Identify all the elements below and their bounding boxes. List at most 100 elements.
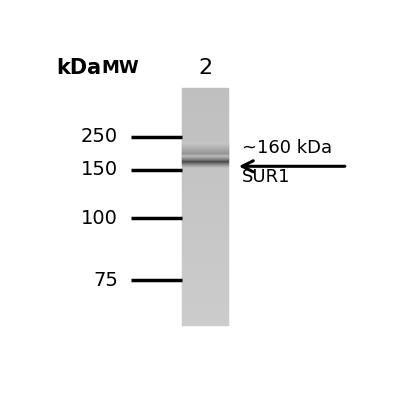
Bar bbox=[182, 201, 228, 202]
Bar bbox=[182, 253, 228, 254]
Bar bbox=[182, 260, 228, 261]
Bar bbox=[182, 278, 228, 279]
Bar bbox=[182, 322, 228, 323]
Bar bbox=[182, 199, 228, 200]
Bar bbox=[182, 248, 228, 249]
Bar bbox=[182, 289, 228, 290]
Bar bbox=[182, 308, 228, 309]
Bar bbox=[182, 98, 228, 99]
Bar bbox=[182, 280, 228, 281]
Bar bbox=[182, 217, 228, 218]
Bar bbox=[182, 296, 228, 297]
Bar bbox=[182, 171, 228, 172]
Bar bbox=[182, 316, 228, 317]
Bar bbox=[182, 249, 228, 250]
Bar bbox=[182, 132, 228, 133]
Bar bbox=[182, 286, 228, 287]
Bar bbox=[182, 271, 228, 272]
Bar bbox=[182, 153, 228, 154]
Bar bbox=[182, 277, 228, 278]
Bar bbox=[182, 158, 228, 159]
Bar bbox=[182, 207, 228, 208]
Bar bbox=[182, 300, 228, 301]
Bar bbox=[182, 182, 228, 183]
Bar bbox=[182, 88, 228, 89]
Bar bbox=[182, 302, 228, 303]
Bar bbox=[182, 96, 228, 97]
Bar bbox=[182, 320, 228, 321]
Bar bbox=[182, 170, 228, 171]
Bar bbox=[182, 263, 228, 264]
Bar bbox=[182, 165, 228, 166]
Bar bbox=[182, 212, 228, 213]
Bar bbox=[182, 89, 228, 90]
Bar bbox=[182, 180, 228, 181]
Bar bbox=[182, 125, 228, 126]
Bar bbox=[182, 162, 228, 163]
Bar bbox=[182, 174, 228, 175]
Bar bbox=[182, 147, 228, 148]
Bar bbox=[182, 274, 228, 275]
Bar bbox=[182, 203, 228, 204]
Bar bbox=[182, 268, 228, 269]
Bar bbox=[182, 193, 228, 194]
Bar bbox=[182, 197, 228, 198]
Bar bbox=[182, 293, 228, 294]
Bar bbox=[182, 126, 228, 127]
Bar bbox=[182, 178, 228, 179]
Bar bbox=[182, 141, 228, 142]
Bar bbox=[182, 221, 228, 222]
Bar bbox=[182, 117, 228, 118]
Bar bbox=[182, 243, 228, 244]
Bar bbox=[182, 257, 228, 258]
Bar bbox=[182, 266, 228, 267]
Bar bbox=[182, 166, 228, 167]
Bar bbox=[182, 195, 228, 196]
Bar bbox=[182, 208, 228, 209]
Bar bbox=[182, 284, 228, 285]
Bar bbox=[182, 144, 228, 145]
Bar bbox=[182, 215, 228, 216]
Bar bbox=[182, 133, 228, 134]
Bar bbox=[182, 318, 228, 319]
Bar bbox=[182, 231, 228, 232]
Bar bbox=[182, 137, 228, 138]
Bar bbox=[182, 261, 228, 262]
Bar bbox=[182, 220, 228, 221]
Bar bbox=[182, 146, 228, 147]
Bar bbox=[182, 187, 228, 188]
Bar bbox=[182, 264, 228, 265]
Bar bbox=[182, 315, 228, 316]
Bar bbox=[182, 185, 228, 186]
Text: 75: 75 bbox=[93, 271, 118, 290]
Bar bbox=[182, 102, 228, 103]
Bar bbox=[182, 239, 228, 240]
Bar bbox=[182, 90, 228, 91]
Bar bbox=[182, 291, 228, 292]
Bar bbox=[182, 252, 228, 253]
Bar bbox=[182, 123, 228, 124]
Bar bbox=[182, 159, 228, 160]
Bar bbox=[182, 206, 228, 207]
Bar bbox=[182, 95, 228, 96]
Bar bbox=[182, 294, 228, 295]
Bar bbox=[182, 304, 228, 305]
Bar bbox=[182, 287, 228, 288]
Bar bbox=[182, 312, 228, 313]
Bar bbox=[182, 299, 228, 300]
Bar bbox=[182, 242, 228, 243]
Bar bbox=[182, 155, 228, 156]
Bar bbox=[182, 91, 228, 92]
Bar bbox=[182, 140, 228, 141]
Bar bbox=[182, 172, 228, 173]
Bar bbox=[182, 157, 228, 158]
Bar bbox=[182, 236, 228, 237]
Bar bbox=[182, 247, 228, 248]
Bar bbox=[182, 189, 228, 190]
Text: ~160 kDa: ~160 kDa bbox=[242, 139, 332, 157]
Bar bbox=[182, 119, 228, 120]
Bar bbox=[182, 124, 228, 125]
Text: MW: MW bbox=[101, 59, 139, 77]
Bar bbox=[182, 303, 228, 304]
Bar bbox=[182, 188, 228, 189]
